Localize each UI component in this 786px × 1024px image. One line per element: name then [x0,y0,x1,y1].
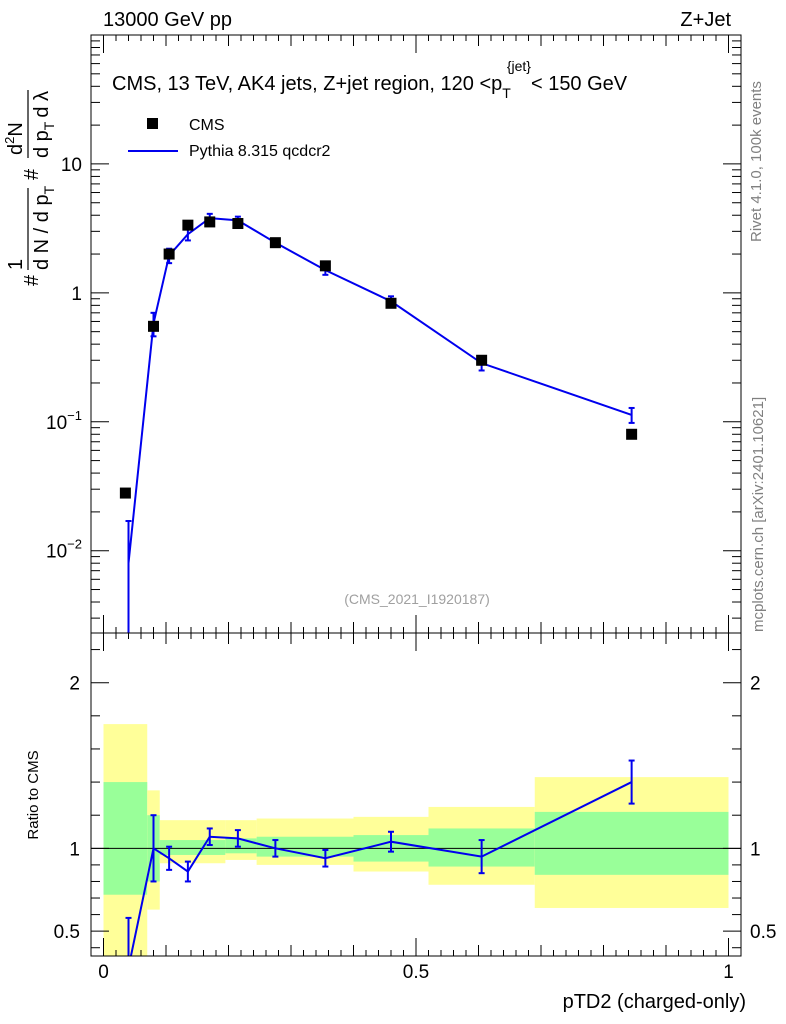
data-point [626,428,638,440]
mc-line-main [127,217,632,564]
mc-series-main [125,212,635,633]
header-right: Z+Jet [680,9,731,31]
xtick-label: 0 [98,962,109,983]
main-ytick-label: 10−1 [46,408,82,434]
main-ytick-label: 10 [61,155,82,176]
x-axis-label: pTD2 (charged-only) [563,991,746,1013]
title-sup: {jet} [507,58,531,74]
ratio-ytick-label: 2 [69,674,80,695]
main-ytick-label: 10−2 [46,537,82,563]
data-point [269,237,281,249]
header-left: 13000 GeV pp [103,9,232,31]
data-point [319,260,331,272]
ylabel-num2: d2N [2,122,27,155]
band-inner [103,782,148,895]
side-label-bottom: mcplots.cern.ch [arXiv:2401.10621] [750,397,767,632]
data-point [385,297,397,309]
data-point [232,218,244,230]
title-sub: T [502,85,511,101]
legend-marker-cms [147,118,158,129]
xtick-label: 1 [723,962,734,983]
legend-label-mc: Pythia 8.315 qcdcr2 [189,143,331,160]
data-point [119,487,131,499]
ratio-panel: 0.5 0.51 12 2 0 0.5 1 Ratio to CMS pTD2 (char… [25,632,777,1013]
data-point [476,354,488,366]
watermark: (CMS_2021_I1920187) [344,591,490,607]
band-inner [256,836,354,857]
title-suffix: < 150 GeV [531,73,628,95]
title-prefix: CMS, 13 TeV, AK4 jets, Z+jet region, 120… [112,73,502,95]
mc-ratio-group [125,759,635,956]
band-inner [225,838,257,854]
ratio-ylabel: Ratio to CMS [25,750,42,839]
ratio-xtick-labels: 0 0.5 1 [98,962,734,983]
ylabel-num1: 1 [5,259,27,270]
ratio-ytick-label-right: 0.5 [750,922,776,943]
ylabel-den2: d pTd λ [31,91,57,158]
ratio-bands [103,724,729,956]
ylabel-den1: d N / d pT [31,185,57,270]
mc-series-ratio [125,759,635,956]
main-title: CMS, 13 TeV, AK4 jets, Z+jet region, 120… [112,58,628,101]
main-ytick-label: 1 [71,284,82,305]
xtick-label: 0.5 [403,962,429,983]
band-inner [534,811,729,875]
ylabel-hash1: # [21,274,43,286]
data-series-main [119,216,638,499]
data-point [163,248,175,260]
ratio-ytick-labels: 0.5 0.5 1 1 2 2 [54,674,777,943]
ratio-ytick-label: 1 [69,839,80,860]
main-ytick-labels: 10−2 10−1 1 10 [46,155,82,563]
ratio-frame [90,632,742,957]
ylabel-hash2: # [21,168,43,180]
data-point [182,219,194,231]
main-axis-ticks [91,34,741,633]
main-panel: 10−2 10−1 1 10 CMS, 13 TeV, AK4 jets, Z+jet… [2,34,742,634]
legend-label-cms: CMS [189,117,225,134]
legend: CMS Pythia 8.315 qcdcr2 [128,117,331,160]
data-point [148,320,159,332]
side-label-top: Rivet 4.1.0, 100k events [748,81,765,242]
ratio-ytick-label: 0.5 [54,922,80,943]
main-ylabel: 1 d N / d pT # # d2N d pTd λ [2,90,57,286]
ratio-ytick-label-right: 2 [750,674,761,695]
ratio-ytick-label-right: 1 [750,839,761,860]
data-point [204,216,216,228]
ratio-axis-ticks [91,633,741,956]
